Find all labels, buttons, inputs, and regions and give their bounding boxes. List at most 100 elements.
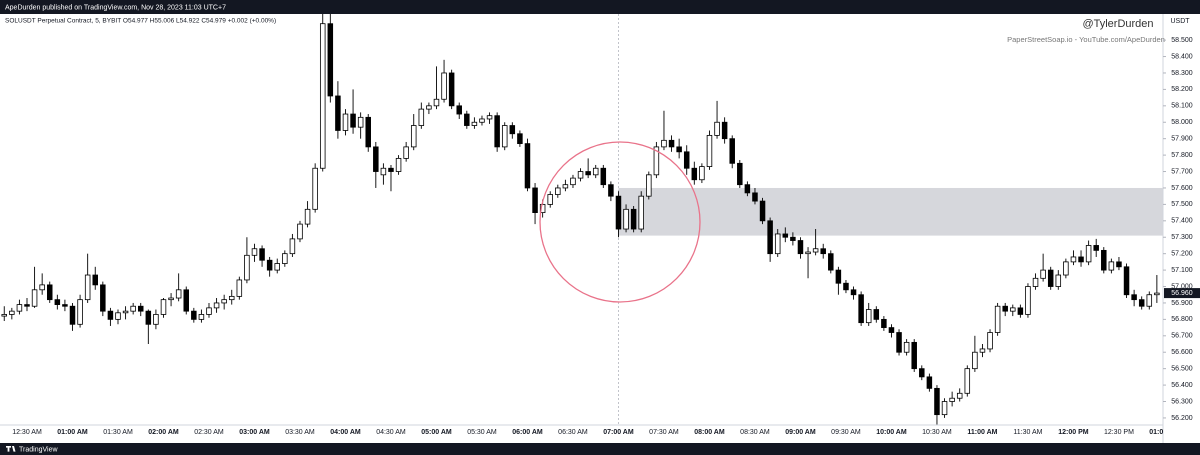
candle-body (395, 157, 402, 172)
candle-body (100, 284, 106, 312)
y-tick-label: 56.600 (1171, 349, 1193, 356)
candle-body (274, 263, 280, 271)
candle-body (858, 294, 864, 324)
y-tick-label: 57.300 (1171, 234, 1193, 241)
candle-body (62, 304, 68, 307)
x-tick-label: 02:30 AM (194, 429, 224, 436)
candle-body (1025, 286, 1031, 315)
candle-body (289, 238, 296, 255)
candle-body (691, 167, 698, 181)
candle-body (865, 309, 872, 324)
x-tick-label: 04:30 AM (376, 429, 406, 436)
candle-body (805, 251, 811, 255)
candle-body (31, 289, 38, 307)
candle-body (183, 289, 189, 312)
y-tick-label: 56.400 (1171, 382, 1193, 389)
candle-body (426, 105, 432, 110)
candle-body (843, 282, 849, 291)
candle-body (471, 121, 478, 126)
y-tick-label: 57.200 (1171, 251, 1193, 258)
published-line: ApeDurden published on TradingView.com, … (5, 4, 226, 11)
candle-body (365, 116, 371, 148)
x-tick-label: 12:00 PM (1058, 429, 1089, 436)
candle-body (964, 368, 971, 394)
y-tick-label: 57.600 (1171, 185, 1193, 192)
candle-body (46, 284, 53, 301)
candle-body (213, 302, 220, 309)
candle-body (1085, 245, 1092, 263)
candle-body (1, 314, 8, 317)
candle-body (494, 115, 500, 148)
x-tick-label: 03:30 AM (285, 429, 315, 436)
candle-body (380, 167, 387, 176)
brand-logo (5, 446, 16, 452)
y-tick-label: 57.100 (1171, 267, 1193, 274)
candle-body (77, 299, 83, 325)
candle-body (577, 171, 584, 179)
x-tick-label: 08:00 AM (694, 429, 725, 436)
candle-body (1055, 274, 1062, 287)
candle-body (259, 248, 265, 261)
candle-body (198, 314, 205, 320)
y-axis: 58.500 58.400 58.300 58.200 58.100 58.000 57.9… (1163, 37, 1200, 422)
candle-body (532, 187, 538, 214)
candle-body (1063, 261, 1069, 276)
candle-body (759, 200, 766, 222)
candle-body (175, 289, 182, 299)
candle-body (236, 279, 243, 297)
x-tick-label: 12:30 PM (1104, 429, 1134, 436)
candle-body (206, 307, 212, 315)
candle-body (16, 304, 23, 312)
candle-body (820, 248, 826, 255)
candle-body (373, 146, 379, 172)
y-tick-label: 56.500 (1171, 365, 1193, 372)
candle-body (600, 167, 607, 186)
candle-body (92, 274, 98, 286)
candle-body (1040, 269, 1046, 279)
y-tick-label: 56.900 (1171, 300, 1193, 307)
candle-body (1138, 299, 1145, 307)
candle-body (896, 332, 902, 353)
y-tick-label: 58.400 (1171, 53, 1193, 60)
candle-body (903, 341, 910, 353)
candle-body (1146, 294, 1153, 307)
last-price-label: 56.960 (1171, 290, 1193, 297)
x-tick-label: 10:00 AM (876, 429, 907, 436)
candle-body (357, 116, 364, 128)
candle-body (744, 184, 751, 194)
y-tick-label: 58.300 (1171, 70, 1193, 77)
candle-body (737, 162, 743, 186)
candle-body (517, 133, 523, 145)
candle-body (418, 108, 425, 126)
candle-body (9, 310, 15, 315)
candle-body (1101, 249, 1107, 271)
candle-body (297, 223, 303, 240)
candle-body (464, 113, 470, 126)
candle-body (221, 299, 227, 304)
candle-body (1032, 277, 1039, 287)
y-tick-label: 57.800 (1171, 152, 1193, 159)
x-tick-label: 02:00 AM (148, 429, 179, 436)
candle-body (115, 312, 121, 320)
candle-body (873, 309, 880, 320)
candle-body (1002, 305, 1008, 312)
candle-body (638, 195, 644, 230)
candle-body (562, 184, 569, 189)
candle-body (888, 327, 895, 333)
x-tick-label: 05:00 AM (421, 429, 452, 436)
candle-body (767, 220, 773, 255)
candle-body (24, 304, 30, 307)
candle-body (130, 305, 136, 312)
last-price-tag (1164, 288, 1200, 299)
y-tick-label: 57.900 (1171, 136, 1193, 143)
candle-body (972, 351, 978, 370)
candle-body (107, 310, 114, 320)
x-tick-label: 06:00 AM (512, 429, 543, 436)
candle-body (327, 23, 334, 97)
candle-body (706, 134, 713, 168)
candle-body (956, 392, 963, 399)
y-tick-label: 56.300 (1171, 398, 1193, 405)
watermark-handle: @TylerDurden (1082, 18, 1153, 30)
candle-body (683, 151, 690, 169)
